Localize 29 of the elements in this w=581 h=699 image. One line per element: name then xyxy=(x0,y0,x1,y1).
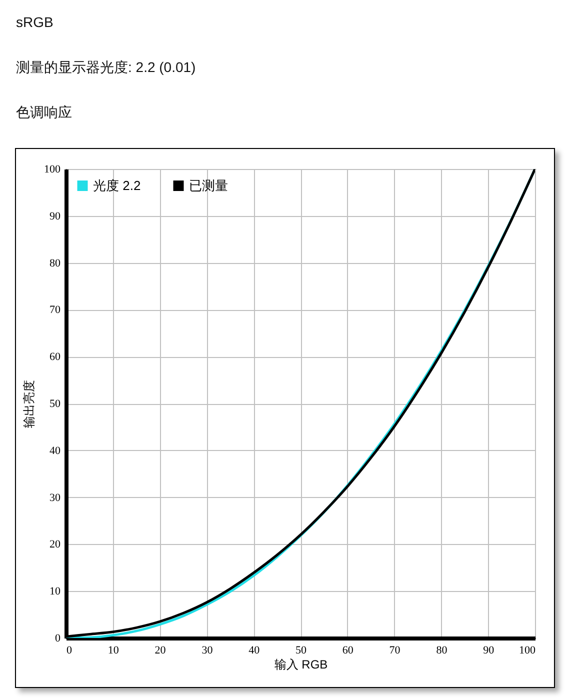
y-tick-label: 40 xyxy=(50,444,61,457)
y-tick-label: 100 xyxy=(44,164,61,176)
legend-label: 已测量 xyxy=(189,178,228,193)
y-axis-title: 输出亮度 xyxy=(22,380,36,428)
x-tick-label: 60 xyxy=(342,644,354,656)
x-tick-label: 80 xyxy=(436,644,448,656)
x-tick-label: 70 xyxy=(389,644,401,656)
text: 色调响应 xyxy=(16,103,72,121)
y-tick-label: 80 xyxy=(50,257,61,270)
x-tick-label: 20 xyxy=(154,644,166,656)
x-tick-label: 0 xyxy=(66,644,72,656)
y-tick-label: 20 xyxy=(50,538,61,551)
chart-subtitle: 测量的显示器光度: 2.2 (0.01) xyxy=(16,58,196,76)
y-tick-label: 30 xyxy=(50,492,61,504)
y-tick-label: 10 xyxy=(50,586,61,598)
x-tick-label: 40 xyxy=(248,644,260,656)
y-tick-label: 50 xyxy=(50,398,61,410)
chart-title: sRGB xyxy=(16,13,54,31)
legend-label: 光度 2.2 xyxy=(93,178,141,193)
x-tick-label: 90 xyxy=(483,644,495,656)
x-tick-label: 50 xyxy=(296,644,307,656)
y-tick-label: 60 xyxy=(50,351,61,364)
x-tick-label: 100 xyxy=(519,644,536,656)
y-tick-label: 0 xyxy=(55,632,61,644)
y-tick-label: 70 xyxy=(50,304,61,316)
x-axis-title: 输入 RGB xyxy=(274,658,328,672)
y-tick-label: 90 xyxy=(50,210,61,222)
x-tick-label: 10 xyxy=(108,644,120,656)
x-tick-label: 30 xyxy=(202,644,214,656)
